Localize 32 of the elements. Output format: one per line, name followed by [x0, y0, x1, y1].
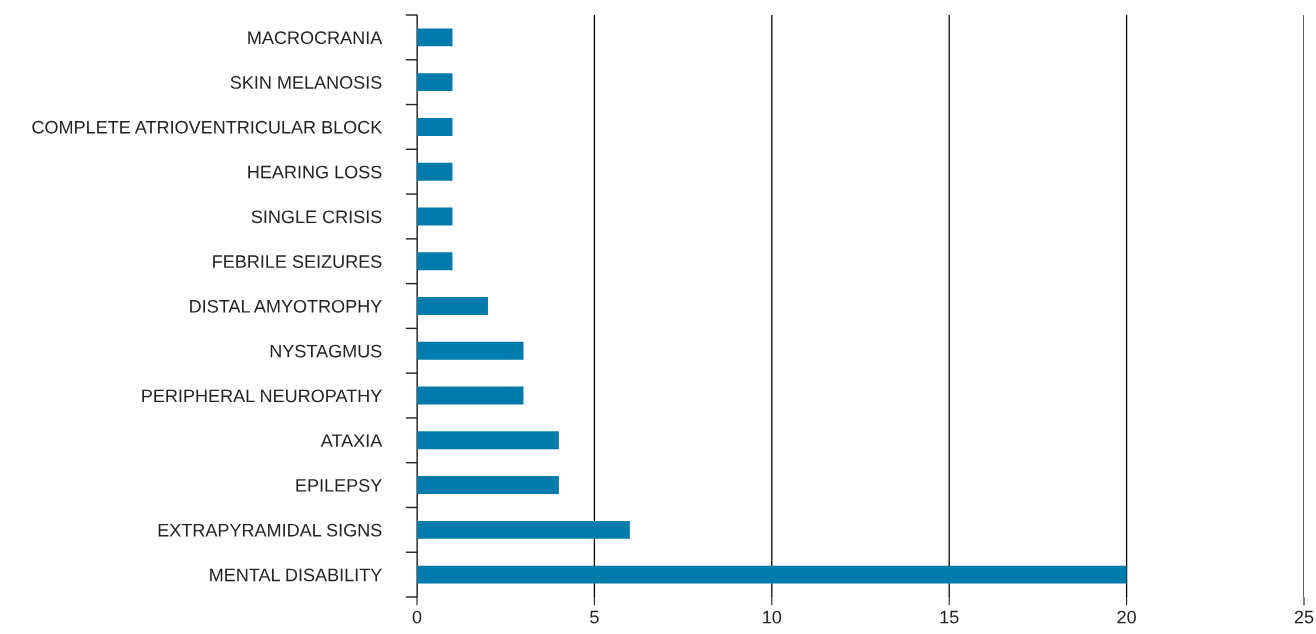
y-tick-label: MACROCRANIA	[248, 31, 383, 45]
bar	[417, 431, 559, 450]
bar	[417, 252, 453, 271]
bar	[417, 28, 453, 47]
x-tick-label: 20	[1117, 610, 1136, 624]
bar	[417, 73, 453, 92]
y-tick-label: DISTAL AMYOTROPHY	[190, 299, 382, 313]
y-tick-label: MENTAL DISABILITY	[210, 568, 382, 582]
x-tick-label: 25	[1294, 610, 1314, 624]
x-tick-label: 10	[763, 610, 782, 624]
bar	[417, 386, 524, 405]
bar	[417, 162, 453, 181]
y-tick-label: EPILEPSY	[296, 479, 382, 492]
x-tick-label: 0	[412, 610, 422, 624]
bar	[417, 207, 453, 226]
bar	[417, 476, 559, 495]
y-tick-label: PERIPHERAL NEUROPATHY	[142, 389, 382, 403]
bar	[417, 520, 630, 539]
y-tick-label: EXTRAPYRAMIDAL SIGNS	[158, 523, 382, 537]
y-tick-label: FEBRILE SEIZURES	[213, 255, 382, 268]
bar	[417, 341, 524, 360]
x-tick-label: 5	[590, 610, 599, 624]
y-tick-label: NYSTAGMUS	[270, 344, 382, 358]
y-tick-label: ATAXIA	[320, 434, 383, 447]
x-tick-label: 15	[940, 610, 959, 624]
y-tick-label: SINGLE CRISIS	[251, 210, 382, 224]
bar	[417, 117, 453, 136]
bar	[417, 565, 1127, 584]
y-tick-label: COMPLETE ATRIOVENTRICULAR BLOCK	[32, 120, 383, 134]
bar	[417, 297, 488, 315]
y-tick-label: SKIN MELANOSIS	[230, 76, 382, 89]
y-tick-label: HEARING LOSS	[248, 165, 382, 179]
